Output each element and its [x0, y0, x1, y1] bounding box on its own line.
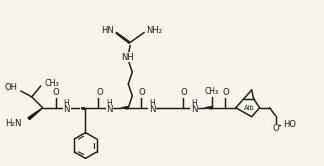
Text: N: N	[63, 105, 70, 114]
Text: H₂N: H₂N	[5, 119, 22, 128]
Text: Aib: Aib	[244, 105, 255, 111]
Text: H: H	[107, 99, 112, 108]
Polygon shape	[121, 107, 128, 109]
Text: HN: HN	[102, 26, 114, 35]
Text: CH₃: CH₃	[205, 87, 219, 96]
Text: O: O	[52, 88, 59, 97]
Text: O: O	[272, 124, 279, 133]
Text: N: N	[191, 105, 197, 114]
Polygon shape	[205, 107, 212, 109]
Text: HO: HO	[284, 120, 296, 129]
Text: H: H	[191, 99, 197, 108]
Text: NH: NH	[121, 53, 134, 62]
Text: N: N	[149, 105, 156, 114]
Text: H: H	[149, 99, 155, 108]
Text: O: O	[96, 88, 103, 97]
Text: N: N	[106, 105, 113, 114]
Text: H: H	[64, 99, 69, 108]
Text: O: O	[139, 88, 145, 97]
Polygon shape	[28, 108, 43, 120]
Text: O: O	[180, 88, 187, 97]
Text: OH: OH	[5, 83, 18, 92]
Text: CH₃: CH₃	[45, 80, 59, 88]
Text: O: O	[222, 88, 229, 97]
Text: NH₂: NH₂	[146, 26, 162, 35]
